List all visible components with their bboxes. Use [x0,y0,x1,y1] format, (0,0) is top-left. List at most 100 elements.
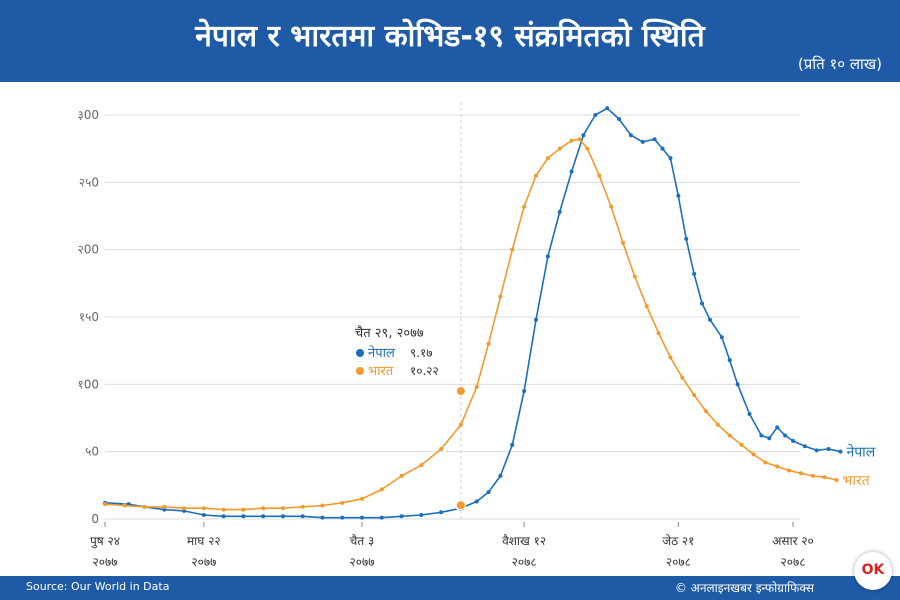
header-banner: नेपाल र भारतमा कोभिड-१९ संक्रमितको स्थित… [0,0,900,82]
data-point [498,294,503,299]
data-point [739,442,744,447]
data-point [775,425,780,430]
data-point [545,254,550,259]
data-point [826,446,831,451]
data-point [605,106,610,111]
data-point [241,514,246,519]
data-point [221,507,226,512]
data-point [802,444,807,449]
data-point [557,146,562,151]
data-point [522,389,527,394]
data-point [122,503,127,508]
data-point [201,512,206,517]
data-point [340,500,345,505]
data-point [379,515,384,520]
marker-legend-value: १०.२२ [410,364,439,378]
series-line-nepal [104,107,841,519]
data-point [735,382,740,387]
data-point [727,433,732,438]
data-point [751,452,756,457]
data-point [692,393,697,398]
x-tick-year: २०७७ [93,555,118,569]
data-point [399,473,404,478]
data-point [379,487,384,492]
x-tick-year: २०७७ [191,555,216,569]
chart: 0 ५0 १00 १५0 २00 २५0 ३00 पुष २४ २०७७ माघ २२ २०७७ चै… [77,102,876,569]
data-point [620,240,625,245]
data-point [747,411,752,416]
data-point [822,475,827,480]
data-point [692,271,697,276]
data-point [775,464,780,469]
series-end-label: भारत [842,473,870,489]
data-point [585,146,590,151]
page-title: नेपाल र भारतमा कोभिड-१९ संक्रमितको स्थित… [195,19,705,54]
marker-legend-name: नेपाल [368,345,395,361]
data-point [221,514,226,519]
data-point [569,138,574,143]
data-point [241,507,246,512]
data-point [763,460,768,465]
onlinekhabar-logo: OK [854,552,892,590]
x-tick-label: माघ २२ [187,534,221,548]
x-tick-label: वैशाख १२ [502,534,546,548]
x-tick-label: जेठ २१ [662,534,694,548]
marker-legend-dot [356,367,364,375]
x-tick-label: पुष २४ [90,534,120,549]
data-point [360,515,365,520]
data-point [103,502,107,507]
data-point [261,514,266,519]
data-point [439,446,444,451]
x-tick-year: २०७८ [512,555,537,569]
data-point [640,139,645,144]
footer-bar: Source: Our World in Data © अनलाइनखबर इन… [0,576,900,600]
series-line-india [104,138,837,511]
data-point [533,317,538,322]
data-point [656,331,661,336]
data-point [660,146,665,151]
data-point [759,433,764,438]
data-point [522,204,527,209]
data-point [510,247,515,252]
data-point [787,468,792,473]
data-point [162,504,167,509]
data-point [704,409,709,414]
y-tick-label: २00 [77,243,99,257]
data-point [727,358,732,363]
y-tick-label: ५0 [85,445,99,459]
series-end-label: नेपाल [846,444,875,461]
data-point [545,156,550,161]
data-point [280,506,285,511]
marker-legend-value: ९.१७ [410,346,433,360]
data-point [593,113,598,117]
data-point [798,471,803,476]
y-tick-label: ३00 [77,108,99,122]
data-point [609,204,614,209]
marker-point-highlight [455,386,466,397]
data-point [320,515,325,520]
data-point [201,506,206,511]
source-credit: Source: Our World in Data [26,580,170,593]
y-tick-label: २५0 [79,175,99,189]
y-tick-label: १00 [77,377,99,391]
data-point [533,173,538,178]
data-point [182,506,187,511]
data-point [474,499,479,504]
data-point [628,133,633,138]
data-point [280,514,285,519]
data-point [486,490,491,495]
data-point [632,274,637,279]
logo-mark: OK [861,562,885,578]
data-point [700,301,705,306]
marker-legend-dot [356,349,364,357]
marker-point [455,500,466,511]
data-point [814,448,819,453]
data-point [486,341,491,346]
data-point [458,422,463,427]
data-point [668,355,673,360]
data-point [419,463,424,468]
data-point [644,304,649,309]
data-point [668,156,673,161]
x-tick-label: चैत ३ [350,534,375,548]
data-point [676,193,681,198]
